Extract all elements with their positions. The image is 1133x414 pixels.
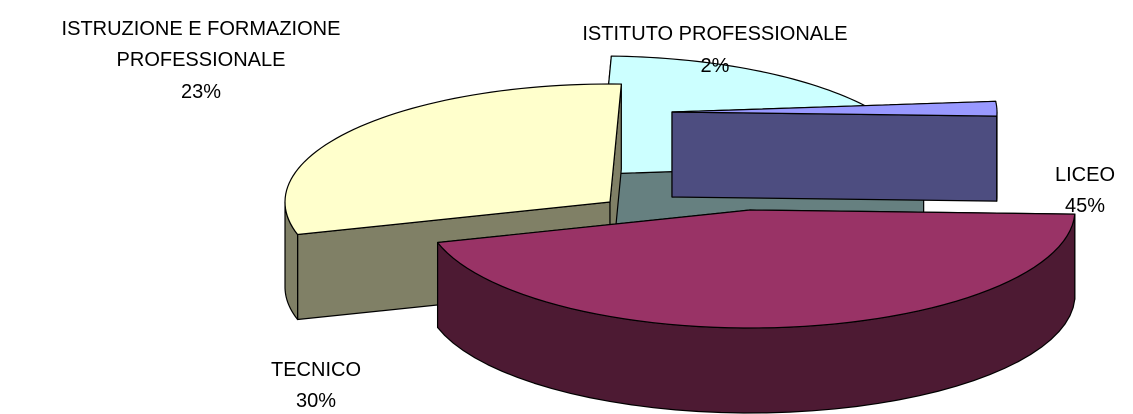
slice-istituto-wall xyxy=(671,111,998,202)
label-liceo: LICEO xyxy=(1055,164,1115,186)
slice-tecnico-top xyxy=(284,83,622,236)
label-istruzione-line2: PROFESSIONALE xyxy=(117,49,286,71)
slice-istituto-top xyxy=(671,100,998,117)
pie-slices xyxy=(284,55,1076,414)
value-liceo: 45% xyxy=(1065,195,1105,217)
slice-istituto xyxy=(671,100,998,202)
label-istituto: ISTITUTO PROFESSIONALE xyxy=(582,23,847,45)
label-istruzione-line1: ISTRUZIONE E FORMAZIONE xyxy=(62,18,341,40)
slice-liceo-top xyxy=(436,209,1076,329)
slice-liceo xyxy=(436,209,1076,414)
value-istituto: 2% xyxy=(701,55,730,77)
value-istruzione: 23% xyxy=(181,81,221,103)
label-tecnico: TECNICO xyxy=(271,359,361,381)
value-tecnico: 30% xyxy=(296,390,336,412)
